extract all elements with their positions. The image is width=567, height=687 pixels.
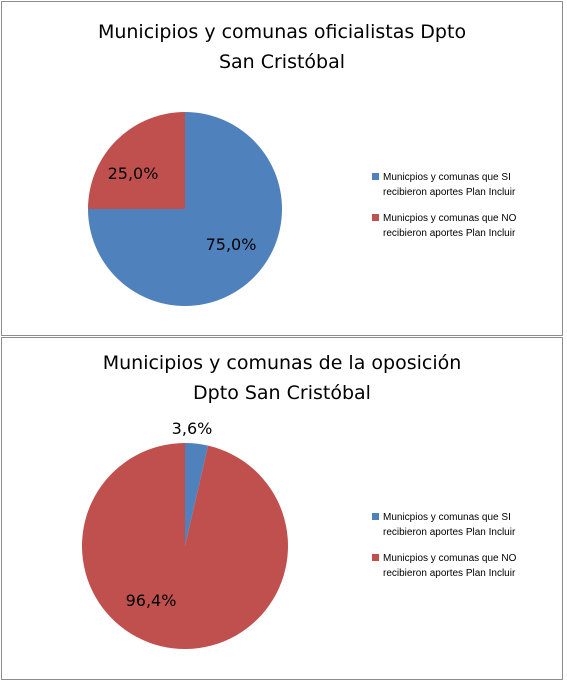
legend-label-line: Municpios y comunas que SI [383, 512, 511, 523]
chart-title: Municipios y comunas oficialistas Dpto S… [2, 17, 562, 77]
slice-data-label: 3,6% [172, 419, 213, 438]
legend-item-si: Municpios y comunas que SI recibieron ap… [372, 170, 567, 200]
legend-swatch [372, 513, 379, 520]
legend-swatch [372, 214, 379, 221]
legend-label-line: recibieron aportes Plan Incluir [383, 187, 516, 198]
legend-label-line: recibieron aportes Plan Incluir [383, 228, 516, 239]
chart-title-line: Municipios y comunas de la oposición [102, 352, 462, 374]
legend-label-line: recibieron aportes Plan Incluir [383, 527, 516, 538]
chart-legend: Municpios y comunas que SI recibieron ap… [372, 510, 567, 592]
chart-title-line: Dpto San Cristóbal [193, 382, 371, 404]
pie-chart: 75,0% 25,0% [88, 112, 282, 306]
slice-data-label: 96,4% [126, 591, 177, 610]
legend-swatch [372, 554, 379, 561]
chart-title-line: San Cristóbal [218, 51, 346, 73]
legend-swatch [372, 173, 379, 180]
slice-data-label: 25,0% [108, 164, 159, 183]
chart-title-line: Municipios y comunas oficialistas Dpto [97, 21, 467, 43]
chart-title: Municipios y comunas de la oposición Dpt… [2, 348, 562, 408]
pie-chart: 3,6% 96,4% [81, 419, 288, 649]
pie-slice [81, 443, 288, 649]
legend-item-no: Municpios y comunas que NO recibieron ap… [372, 211, 567, 241]
pie-slice [88, 112, 185, 209]
legend-label-line: Municpios y comunas que SI [383, 172, 511, 183]
chart-panel-oposicion: Municipios y comunas de la oposición Dpt… [1, 337, 563, 680]
legend-item-si: Municpios y comunas que SI recibieron ap… [372, 510, 567, 540]
legend-label-line: Municpios y comunas que NO [383, 553, 517, 564]
legend-item-no: Municpios y comunas que NO recibieron ap… [372, 551, 567, 581]
legend-label-line: recibieron aportes Plan Incluir [383, 568, 516, 579]
legend-label-line: Municpios y comunas que NO [383, 213, 517, 224]
pie-slice [185, 443, 209, 546]
chart-panel-oficialistas: Municipios y comunas oficialistas Dpto S… [1, 1, 563, 336]
slice-data-label: 75,0% [206, 235, 257, 254]
chart-legend: Municpios y comunas que SI recibieron ap… [372, 170, 567, 252]
